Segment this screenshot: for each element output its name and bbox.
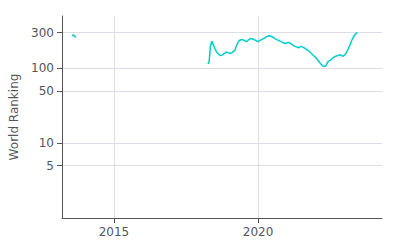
svg-text:300: 300 bbox=[31, 26, 54, 40]
svg-text:50: 50 bbox=[39, 84, 54, 98]
svg-text:2020: 2020 bbox=[243, 225, 274, 239]
svg-text:World Ranking: World Ranking bbox=[7, 74, 21, 161]
svg-text:10: 10 bbox=[39, 136, 54, 150]
svg-text:2015: 2015 bbox=[99, 225, 130, 239]
svg-text:100: 100 bbox=[31, 61, 54, 75]
svg-text:5: 5 bbox=[46, 159, 54, 173]
